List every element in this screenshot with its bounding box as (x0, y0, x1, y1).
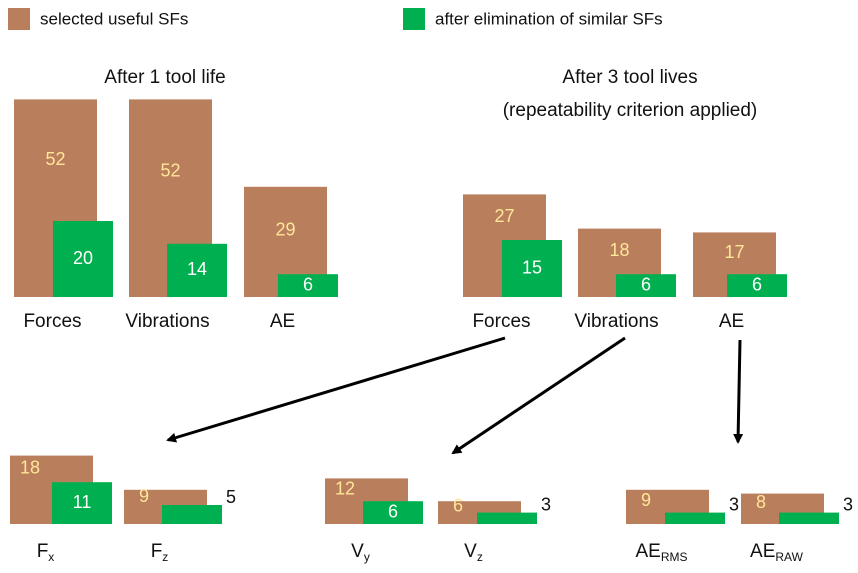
x-tick-label: Vz (464, 541, 483, 564)
bar (52, 482, 112, 524)
legend-swatch (403, 8, 425, 30)
bar (616, 274, 676, 297)
value-label: 52 (160, 160, 180, 180)
x-tick-label: AERMS (635, 541, 687, 564)
value-label: 18 (20, 458, 40, 478)
value-label: 6 (641, 274, 651, 294)
value-label: 52 (45, 149, 65, 169)
x-tick-label: Forces (23, 311, 81, 332)
value-label: 15 (522, 257, 542, 277)
arrow (451, 336, 626, 455)
arrows (166, 336, 744, 455)
x-tick-label-sub: x (48, 550, 54, 564)
bar (727, 274, 787, 297)
x-tick-label-sub: z (162, 550, 168, 564)
chart-title: After 1 tool life (104, 67, 225, 88)
bar (53, 221, 113, 297)
value-label: 12 (335, 479, 355, 499)
value-label: 3 (843, 494, 853, 514)
value-label: 11 (73, 492, 92, 512)
x-tick-label: Fz (151, 541, 169, 564)
x-tick-label-sub: RMS (661, 550, 688, 564)
x-tick-label: Forces (472, 311, 530, 332)
value-label: 9 (139, 486, 149, 506)
x-tick-label: Fx (37, 541, 55, 564)
x-tick-label: Vibrations (574, 311, 658, 332)
value-label: 14 (187, 259, 207, 279)
x-tick-label-sub: RAW (775, 550, 803, 564)
x-tick-label-main: V (464, 541, 477, 562)
legend-swatch (8, 8, 30, 30)
arrow (733, 339, 744, 444)
legend-label: selected useful SFs (40, 9, 188, 28)
bar (162, 505, 222, 524)
bar (278, 274, 338, 297)
x-tick-label-main: AE (750, 541, 775, 562)
value-label: 9 (641, 490, 651, 510)
bar (167, 243, 227, 297)
x-tick-label-main: F (151, 541, 163, 562)
arrow (166, 336, 506, 443)
x-tick-label: Vy (351, 541, 370, 564)
x-tick-label: AE (719, 311, 744, 332)
value-label: 8 (756, 492, 766, 512)
x-tick-label-main: V (351, 541, 364, 562)
x-tick-label-main: F (37, 541, 49, 562)
value-label: 6 (453, 496, 463, 516)
value-label: 6 (752, 274, 762, 294)
x-tick-label: Vibrations (125, 311, 209, 332)
value-label: 20 (73, 248, 93, 268)
bar (477, 512, 537, 524)
x-tick-label: AERAW (750, 541, 804, 564)
value-label: 6 (303, 274, 313, 294)
value-label: 6 (388, 501, 398, 521)
value-label: 17 (724, 242, 744, 262)
x-tick-label-sub: y (364, 550, 370, 564)
x-tick-label: AE (270, 311, 295, 332)
value-label: 3 (541, 494, 551, 514)
legend-label: after elimination of similar SFs (435, 9, 663, 28)
value-label: 29 (275, 219, 295, 239)
chart-title: After 3 tool lives (562, 67, 697, 88)
x-tick-label-main: AE (635, 541, 660, 562)
value-label: 18 (609, 240, 629, 260)
value-label: 3 (729, 494, 739, 514)
bar (665, 512, 725, 524)
x-tick-label-sub: z (477, 550, 483, 564)
value-label: 27 (494, 206, 514, 226)
bar (779, 512, 839, 524)
value-label: 5 (226, 487, 236, 507)
bar (502, 240, 562, 297)
bar (363, 501, 423, 524)
chart-subtitle: (repeatability criterion applied) (503, 100, 758, 121)
